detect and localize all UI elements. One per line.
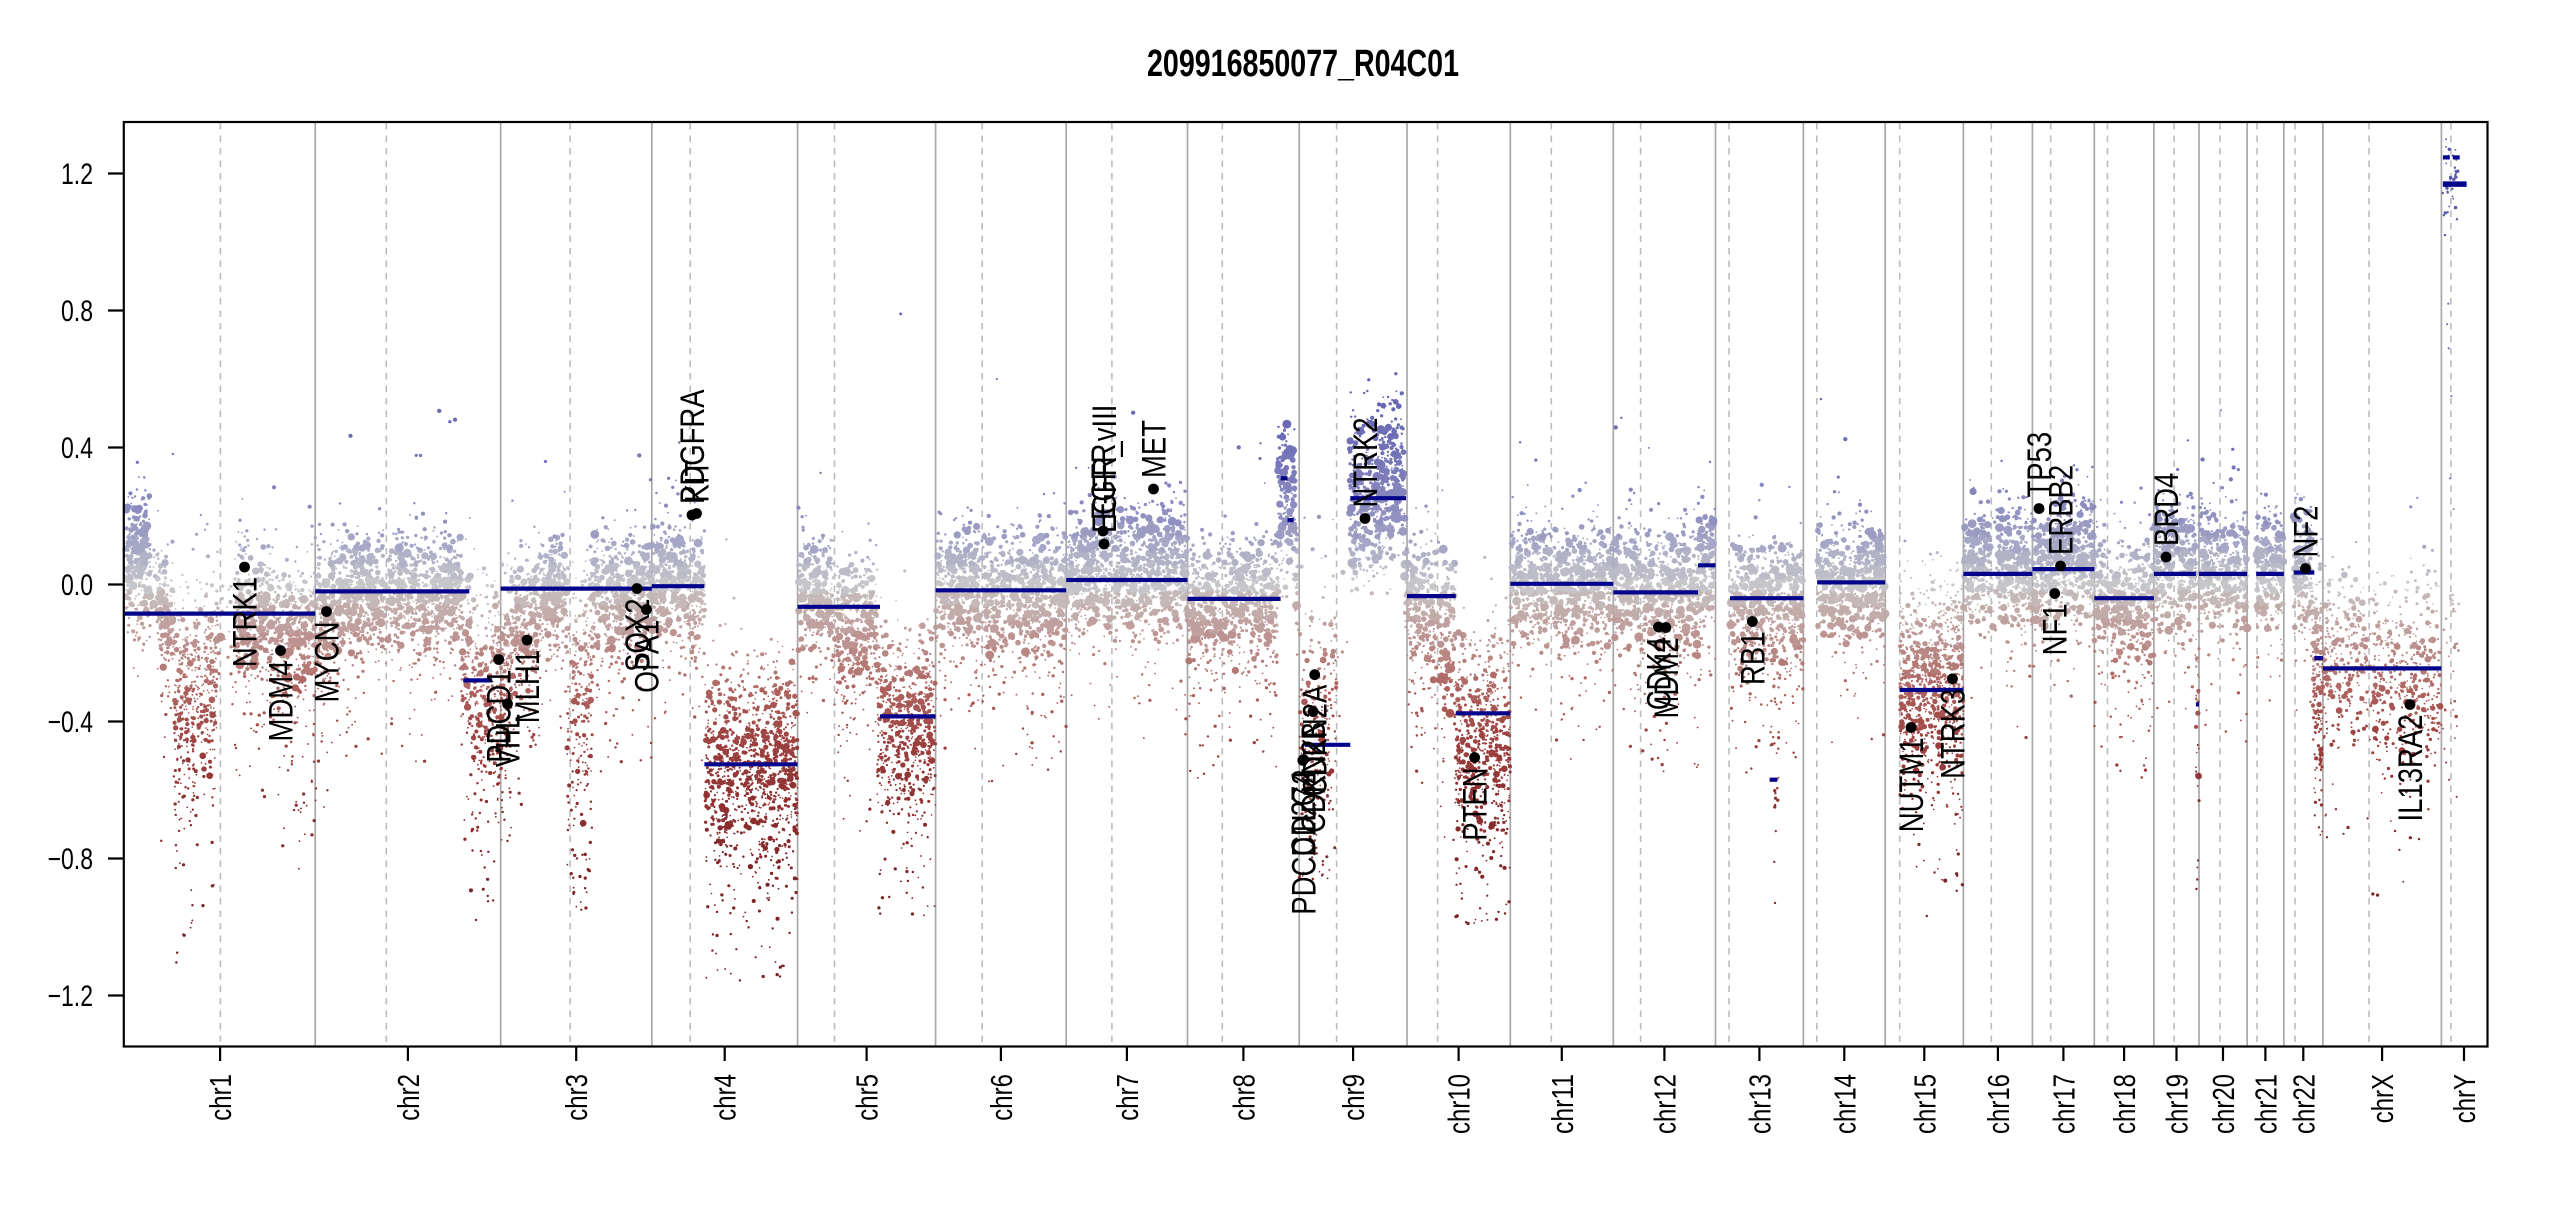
svg-text:chr15: chr15 bbox=[1907, 1074, 1942, 1134]
svg-text:PDCD1: PDCD1 bbox=[481, 670, 519, 763]
svg-text:NTRK1: NTRK1 bbox=[227, 577, 265, 667]
svg-text:chr17: chr17 bbox=[2046, 1074, 2081, 1134]
svg-text:chr4: chr4 bbox=[708, 1074, 743, 1121]
svg-text:0.0: 0.0 bbox=[61, 569, 93, 602]
svg-text:SOX2: SOX2 bbox=[619, 599, 657, 672]
svg-text:chr11: chr11 bbox=[1545, 1074, 1580, 1134]
svg-text:chr9: chr9 bbox=[1336, 1074, 1371, 1121]
svg-text:NTRK2: NTRK2 bbox=[1347, 417, 1385, 507]
svg-text:KIT: KIT bbox=[679, 460, 717, 503]
svg-text:MYCN: MYCN bbox=[309, 622, 347, 703]
svg-text:MDM4: MDM4 bbox=[263, 661, 301, 742]
svg-text:ERBB2: ERBB2 bbox=[2043, 465, 2081, 555]
svg-text:chr2: chr2 bbox=[391, 1074, 426, 1121]
svg-text:MET: MET bbox=[1136, 420, 1174, 478]
svg-text:RB1: RB1 bbox=[1734, 632, 1772, 686]
svg-text:CDKN2A: CDKN2A bbox=[1297, 684, 1335, 796]
svg-text:chr6: chr6 bbox=[984, 1074, 1019, 1121]
svg-text:0.4: 0.4 bbox=[61, 432, 93, 465]
svg-text:chr5: chr5 bbox=[850, 1074, 885, 1121]
svg-text:PTEN: PTEN bbox=[1457, 768, 1495, 841]
svg-text:PDGFRA: PDGFRA bbox=[674, 389, 712, 504]
svg-text:0.8: 0.8 bbox=[61, 295, 93, 328]
svg-text:CDKN2B: CDKN2B bbox=[1295, 722, 1333, 834]
svg-text:−0.8: −0.8 bbox=[48, 843, 93, 876]
svg-text:chr22: chr22 bbox=[2286, 1074, 2321, 1134]
svg-text:NUTM1: NUTM1 bbox=[1893, 738, 1931, 833]
svg-text:MDM2: MDM2 bbox=[1648, 638, 1686, 719]
svg-text:MLH1: MLH1 bbox=[509, 650, 547, 723]
svg-text:chr10: chr10 bbox=[1442, 1074, 1477, 1134]
svg-text:EGFR: EGFR bbox=[1085, 444, 1123, 520]
svg-text:CD274: CD274 bbox=[1285, 770, 1323, 856]
svg-text:chr8: chr8 bbox=[1226, 1074, 1261, 1121]
svg-text:chrX: chrX bbox=[2365, 1074, 2400, 1124]
svg-text:TP53: TP53 bbox=[2021, 432, 2059, 498]
svg-text:chr21: chr21 bbox=[2248, 1074, 2283, 1134]
svg-text:−1.2: −1.2 bbox=[48, 980, 93, 1013]
svg-text:BRD4: BRD4 bbox=[2148, 473, 2186, 546]
svg-text:CDK4: CDK4 bbox=[1641, 637, 1679, 710]
svg-text:chr12: chr12 bbox=[1647, 1074, 1682, 1134]
svg-text:NTRK3: NTRK3 bbox=[1935, 689, 1973, 779]
svg-text:chr3: chr3 bbox=[559, 1074, 594, 1121]
svg-text:chr18: chr18 bbox=[2107, 1074, 2142, 1134]
svg-text:PDCD1LG2: PDCD1LG2 bbox=[1286, 770, 1324, 915]
svg-text:chr1: chr1 bbox=[203, 1074, 238, 1121]
svg-text:chr20: chr20 bbox=[2206, 1074, 2241, 1134]
svg-text:−0.4: −0.4 bbox=[48, 706, 93, 739]
svg-text:EGFR_vIII: EGFR_vIII bbox=[1086, 405, 1124, 533]
svg-text:NF1: NF1 bbox=[2037, 604, 2075, 656]
svg-text:chrY: chrY bbox=[2447, 1074, 2482, 1123]
svg-text:209916850077_R04C01: 209916850077_R04C01 bbox=[1147, 43, 1459, 85]
svg-text:OPA1: OPA1 bbox=[629, 620, 667, 693]
svg-text:IL13RA2: IL13RA2 bbox=[2392, 715, 2430, 822]
svg-text:NF2: NF2 bbox=[2288, 506, 2326, 558]
svg-text:chr14: chr14 bbox=[1827, 1074, 1862, 1134]
svg-text:chr7: chr7 bbox=[1110, 1074, 1145, 1121]
svg-text:chr16: chr16 bbox=[1981, 1074, 2016, 1134]
svg-text:chr13: chr13 bbox=[1742, 1074, 1777, 1134]
svg-text:1.2: 1.2 bbox=[61, 158, 93, 191]
svg-text:chr19: chr19 bbox=[2160, 1074, 2195, 1134]
svg-text:VHL: VHL bbox=[490, 714, 528, 768]
